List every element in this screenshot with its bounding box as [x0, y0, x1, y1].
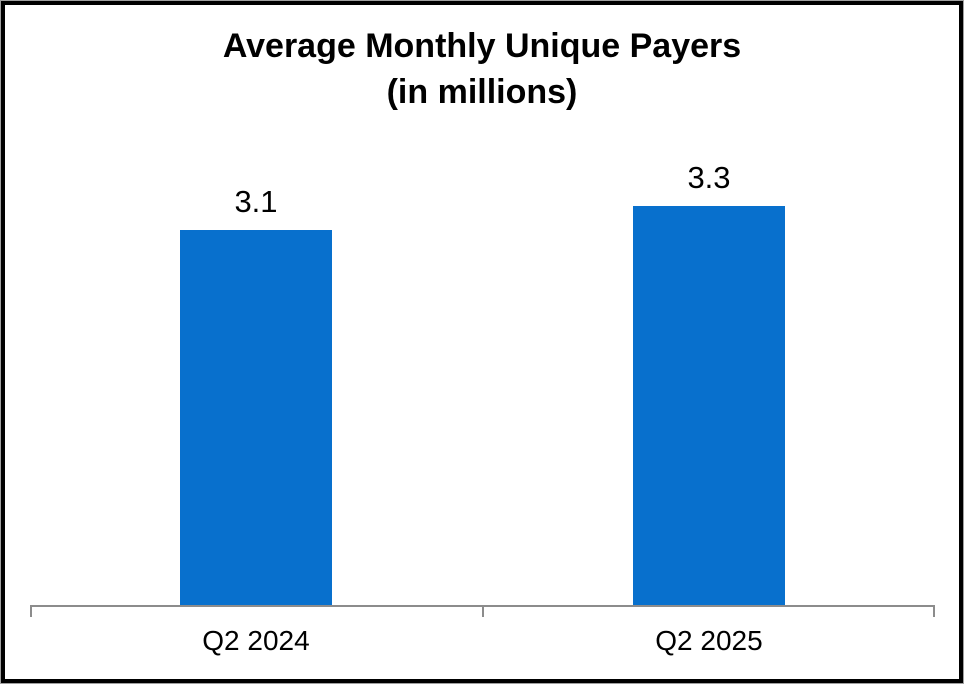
x-axis-tick: [482, 607, 484, 617]
chart-subtitle: (in millions): [386, 73, 578, 111]
bar-group-q2-2025: 3.3: [609, 160, 809, 605]
bar: [633, 206, 785, 605]
bar-group-q2-2024: 3.1: [156, 184, 356, 605]
chart-title: Average Monthly Unique Payers: [222, 27, 742, 65]
x-axis-tick: [30, 607, 32, 617]
chart-title-block: Average Monthly Unique Payers (in millio…: [5, 23, 959, 115]
x-axis-line: [30, 605, 935, 617]
x-axis-label: Q2 2025: [655, 625, 763, 656]
bar-value-label: 3.3: [687, 160, 731, 195]
bar: [180, 230, 332, 605]
x-axis-label: Q2 2024: [202, 625, 310, 656]
bar-value-label: 3.1: [234, 184, 278, 219]
x-axis-tick: [933, 607, 935, 617]
